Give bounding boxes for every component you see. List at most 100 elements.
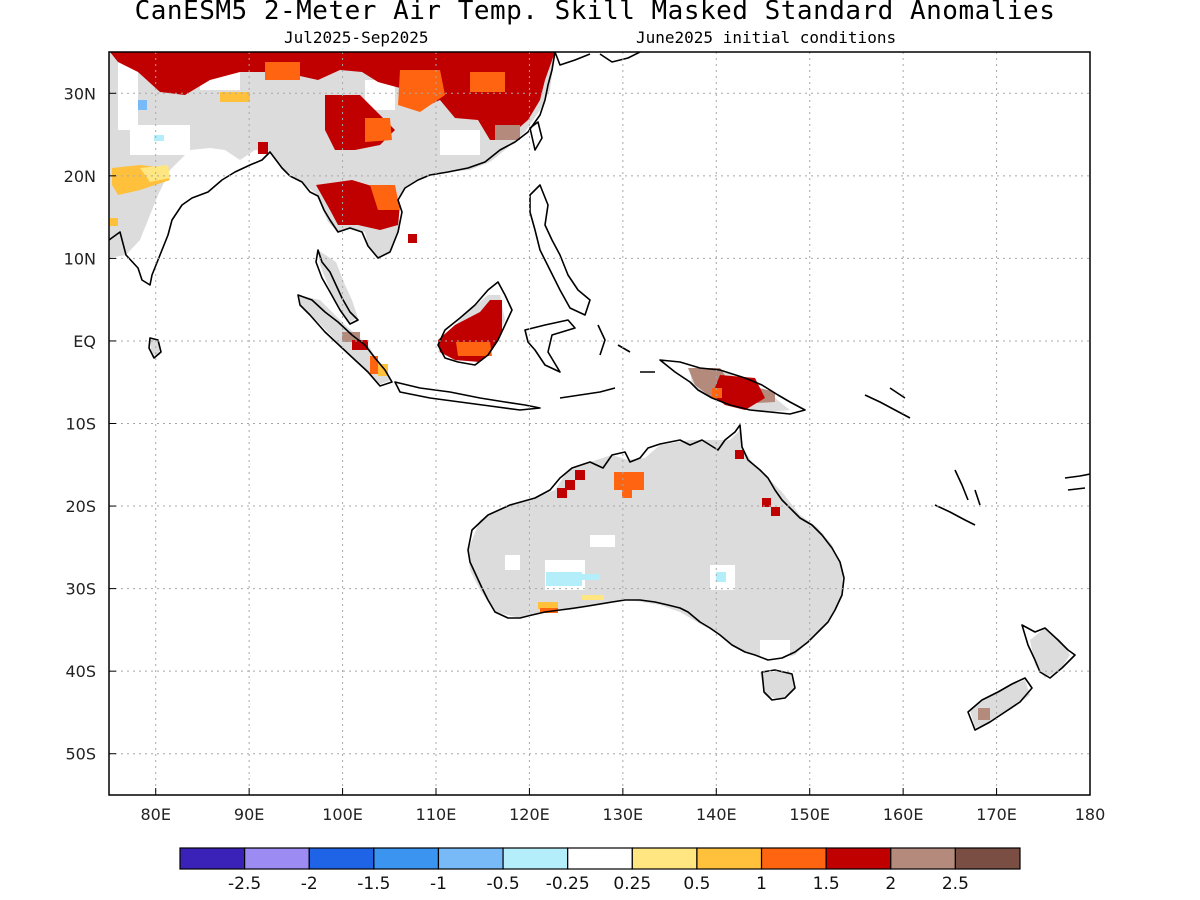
anomaly-patch-queensland <box>762 498 771 507</box>
lon-tick-label: 90E <box>234 805 264 824</box>
colorbar-label: -1.5 <box>357 874 390 894</box>
coastline-sumatra <box>297 294 393 387</box>
anomaly-patch-india-yellow <box>140 165 170 182</box>
lat-tick-label: 30S <box>65 580 96 599</box>
coastline-asia <box>109 52 556 286</box>
anomaly-patch-java-amber <box>378 364 388 376</box>
anomaly-patch-kimberley <box>557 488 567 498</box>
lon-tick-label: 150E <box>789 805 830 824</box>
colorbar-label: 2 <box>885 874 896 894</box>
lon-tick-label: 170E <box>976 805 1017 824</box>
anomaly-patch-southwest-australia <box>538 602 558 609</box>
colorbar-label: 1 <box>756 874 767 894</box>
anomaly-patch-india-west <box>110 218 118 226</box>
anomaly-patch-china-orange <box>265 62 300 80</box>
lon-tick-label: 80E <box>140 805 170 824</box>
anomaly-patch-arnhem <box>622 488 632 498</box>
coastline-taiwan <box>529 121 543 151</box>
coastline-philippines <box>529 184 591 316</box>
lon-tick-label: 130E <box>603 805 644 824</box>
lat-tick-label: 30N <box>64 84 96 103</box>
lat-tick-label: EQ <box>73 332 96 351</box>
map-ocean-background <box>109 52 1090 795</box>
coastline-new-zealand-north <box>1021 624 1076 679</box>
colorbar-label: -2.5 <box>228 874 261 894</box>
colorbar-swatch <box>502 847 569 870</box>
unmasked-patch <box>505 555 520 570</box>
colorbar-swatch <box>179 847 246 870</box>
anomaly-patch-pakistan <box>138 100 147 110</box>
anomaly-patch-india-cool <box>154 135 164 141</box>
coastline-vanuatu <box>954 469 981 506</box>
coastlines <box>109 52 1090 731</box>
colorbar-label: 2.5 <box>942 874 969 894</box>
anomaly-patch-china-orange <box>398 70 445 112</box>
anomaly-patch-queensland <box>735 450 744 459</box>
unmasked-patch <box>760 640 790 660</box>
coastline-sri-lanka <box>148 337 162 359</box>
lon-tick-label: 180 <box>1075 805 1106 824</box>
anomaly-patch-sumatra-brown <box>342 332 360 342</box>
anomaly-patch-australia-cool <box>582 574 600 580</box>
colorbar-label: -1 <box>430 874 447 894</box>
anomaly-patch-java <box>370 356 378 374</box>
colorbar-label: 0.5 <box>683 874 710 894</box>
map-title: CanESM5 2-Meter Air Temp. Skill Masked S… <box>134 0 1056 26</box>
lat-tick-label: 20N <box>64 167 96 186</box>
anomaly-patch-queensland <box>771 507 780 516</box>
coastline-borneo <box>437 281 513 366</box>
anomaly-patch-australia-cool <box>546 572 582 586</box>
colorbar-swatch <box>890 847 956 870</box>
coastline-new-guinea <box>659 359 806 415</box>
colorbar: -2.5 -2 -1.5 -1 -0.5 -0.25 0.25 0.5 1 1.5 2 2.5 <box>179 847 1021 894</box>
anomaly-patch-sumatra <box>352 340 368 350</box>
anomaly-patch-kimberley <box>575 470 585 480</box>
anomaly-patch-new-zealand <box>978 708 990 720</box>
australia-land <box>468 430 843 660</box>
coastline-fiji <box>1064 473 1090 491</box>
unmasked-patch <box>118 60 138 130</box>
colorbar-label: -2 <box>301 874 318 894</box>
lat-tick-label: 20S <box>65 497 96 516</box>
cool-anomaly-patches <box>138 100 726 586</box>
unmasked-patch <box>170 195 220 225</box>
coastline-malay-peninsula <box>315 249 359 325</box>
unmasked-patch <box>590 535 615 547</box>
warm-anomaly-patches <box>110 52 990 720</box>
colorbar-label: -0.25 <box>546 874 590 894</box>
initial-conditions: June2025 initial conditions <box>636 28 897 47</box>
map-grid <box>109 52 1090 795</box>
tasmania-land <box>760 672 795 700</box>
coastline-solomon-islands <box>864 387 911 419</box>
colorbar-swatch <box>244 847 310 870</box>
colorbar-label: 0.25 <box>613 874 651 894</box>
colorbar-label: -0.5 <box>486 874 519 894</box>
anomaly-patch-china-orange <box>365 118 392 142</box>
new-zealand-north-land <box>1030 628 1070 678</box>
anomaly-patch-borneo-orange <box>456 342 492 356</box>
coastline-tasmania <box>761 669 796 701</box>
colorbar-swatch <box>825 847 892 870</box>
lat-tick-label: 40S <box>65 662 96 681</box>
anomaly-patch-southwest-australia <box>582 595 604 600</box>
lon-tick-label: 140E <box>696 805 737 824</box>
anomaly-patch-southwest-australia <box>540 608 558 613</box>
colorbar-swatch <box>308 847 375 870</box>
anomaly-patch-arnhem <box>614 472 644 490</box>
coastline-new-caledonia <box>934 504 976 526</box>
lat-tick-label: 10N <box>64 249 96 268</box>
colorbar-swatch <box>567 847 633 870</box>
colorbar-swatch <box>696 847 763 870</box>
malay-peninsula-land <box>318 250 358 322</box>
anomaly-patch-china <box>110 52 555 140</box>
anomaly-patch-kimberley <box>565 480 575 490</box>
forecast-period: Jul2025-Sep2025 <box>284 28 429 47</box>
lat-tick-label: 10S <box>65 415 96 434</box>
latitude-axis: 30N 20N 10N EQ 10S 20S 30S 40S 50S <box>64 84 116 764</box>
lon-tick-label: 100E <box>322 805 363 824</box>
unmasked-patch <box>440 130 480 155</box>
anomaly-patch-new-guinea <box>712 375 765 410</box>
colorbar-swatch <box>954 847 1021 870</box>
coastline-sulawesi <box>524 319 576 373</box>
